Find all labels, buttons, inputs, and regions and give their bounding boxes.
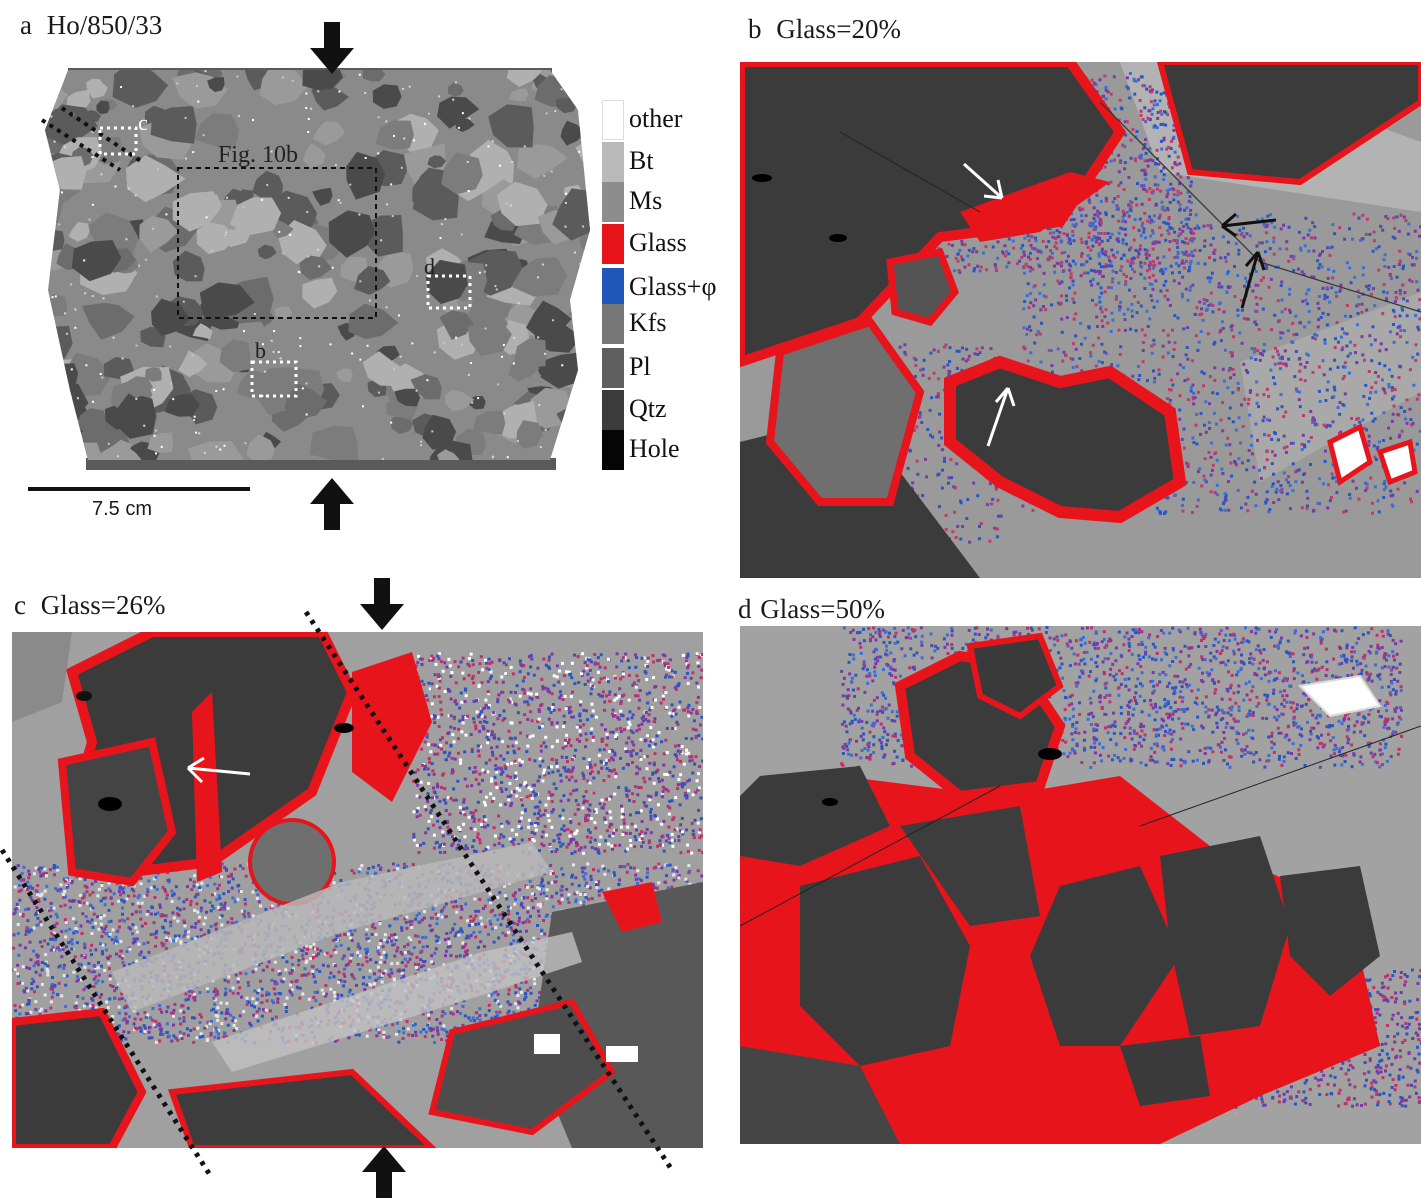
legend-swatch bbox=[602, 430, 624, 470]
panel-d-title: d Glass=50% bbox=[738, 594, 885, 624]
legend-item: Ms bbox=[602, 182, 752, 222]
legend-item: Pl bbox=[602, 348, 752, 388]
panel-a-sample: Ho/850/33 bbox=[46, 10, 163, 40]
panel-d-phase-map bbox=[740, 626, 1421, 1144]
legend-swatch bbox=[602, 348, 624, 388]
panel-a-title: a Ho/850/33 bbox=[20, 10, 162, 40]
panel-b-phase-map bbox=[740, 62, 1421, 578]
dotted-line-1 bbox=[40, 118, 122, 172]
legend-item: other bbox=[602, 100, 752, 140]
legend-swatch bbox=[602, 268, 624, 308]
legend-label: Qtz bbox=[629, 394, 667, 423]
bottom-plate bbox=[86, 458, 556, 470]
panel-b-title: b Glass=20% bbox=[748, 14, 901, 44]
panel-b-letter: b bbox=[748, 14, 762, 44]
legend-label: other bbox=[629, 104, 683, 133]
arrow-down-icon bbox=[360, 578, 404, 630]
legend-label: Kfs bbox=[629, 308, 667, 337]
legend-label: Ms bbox=[629, 186, 663, 215]
legend-label: Glass bbox=[629, 228, 687, 257]
fig-10b-inset-box bbox=[177, 167, 377, 319]
legend-swatch bbox=[602, 142, 624, 182]
legend-swatch bbox=[602, 100, 624, 140]
legend-swatch bbox=[602, 304, 624, 344]
panel-c-title: c Glass=26% bbox=[14, 590, 165, 620]
dotted-line-2 bbox=[60, 106, 144, 164]
legend-item: Hole bbox=[602, 430, 752, 470]
arrow-down-icon bbox=[310, 22, 354, 74]
panel-c-glass: Glass=26% bbox=[40, 590, 166, 620]
panel-a-letter: a bbox=[20, 10, 32, 40]
legend-item: Bt bbox=[602, 142, 752, 182]
legend-label: Glass+φ bbox=[629, 272, 717, 301]
legend-item: Kfs bbox=[602, 304, 752, 344]
location-c-box bbox=[98, 126, 138, 156]
legend-item: Glass+φ bbox=[602, 268, 752, 308]
arrow-up-icon bbox=[310, 478, 354, 530]
marker-b-label: b bbox=[255, 338, 266, 363]
arrow-up-icon bbox=[362, 1146, 406, 1198]
panel-d-glass: Glass=50% bbox=[760, 594, 885, 624]
legend-label: Hole bbox=[629, 434, 680, 463]
panel-c-shear-lines bbox=[0, 610, 675, 1177]
scale-bar-label: 7.5 cm bbox=[92, 498, 153, 520]
legend-item: Qtz bbox=[602, 390, 752, 430]
slab-texture bbox=[45, 70, 590, 460]
location-d-box bbox=[426, 274, 472, 310]
marker-c-label: c bbox=[138, 110, 148, 135]
panel-a-sample-image bbox=[40, 68, 590, 470]
scale-bar bbox=[28, 487, 250, 491]
panel-c-phase-map bbox=[12, 632, 703, 1148]
panel-c-letter: c bbox=[14, 590, 26, 620]
panel-d-letter: d bbox=[738, 594, 752, 624]
inset-label: Fig. 10b bbox=[218, 142, 299, 168]
legend-item: Glass bbox=[602, 224, 752, 264]
legend-swatch bbox=[602, 224, 624, 264]
legend-swatch bbox=[602, 390, 624, 430]
panel-b-glass: Glass=20% bbox=[776, 14, 901, 44]
legend-label: Pl bbox=[629, 352, 651, 381]
legend-swatch bbox=[602, 182, 624, 222]
marker-d-label: d bbox=[424, 254, 435, 279]
legend-label: Bt bbox=[629, 146, 654, 175]
location-b-box bbox=[250, 360, 298, 398]
